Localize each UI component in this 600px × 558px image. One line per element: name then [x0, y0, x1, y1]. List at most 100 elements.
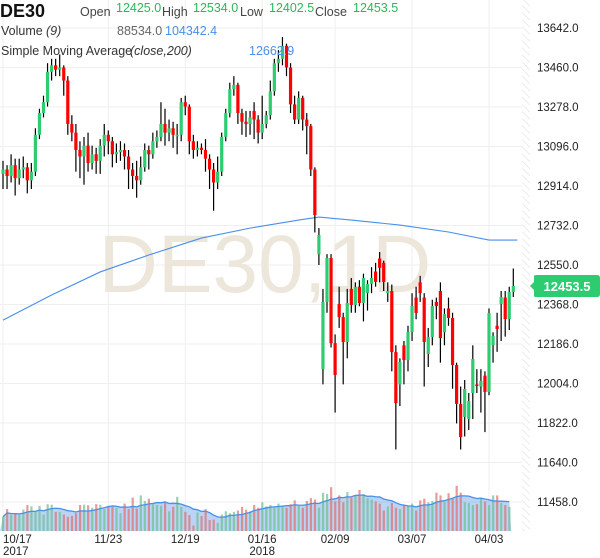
volume-bar: [34, 511, 37, 531]
candle-body: [507, 291, 511, 320]
candle-body: [382, 262, 386, 282]
candle: [195, 141, 199, 157]
candle: [78, 141, 82, 179]
candle: [507, 286, 511, 331]
candle-body: [62, 67, 66, 81]
volume-bar: [58, 511, 61, 531]
candle: [390, 284, 394, 372]
candle-body: [159, 123, 163, 137]
candle: [33, 128, 37, 177]
volume-bar: [38, 505, 41, 531]
candle-body: [305, 119, 309, 127]
volume-bar: [184, 511, 187, 531]
candle: [45, 63, 50, 107]
candle: [459, 386, 463, 450]
candle: [455, 362, 459, 424]
candle: [66, 76, 70, 135]
price-axis[interactable]: 13642.0 13460.0 13278.0 13096.0 12914.0 12732…: [537, 23, 579, 509]
candle: [50, 58, 54, 81]
candle-body: [240, 113, 244, 122]
candle-body: [118, 149, 123, 153]
candle-body: [29, 171, 33, 181]
volume-bar: [504, 505, 507, 531]
candle-body: [74, 132, 78, 150]
y-tick-label: 12732.0: [537, 221, 579, 233]
candle-body: [374, 271, 378, 282]
candle-body: [483, 375, 487, 392]
volume-bar: [164, 501, 167, 531]
candle: [369, 267, 374, 294]
volume-bar: [398, 509, 402, 531]
last-price-badge-shape: [530, 274, 600, 297]
symbol-title: DE30: [0, 1, 46, 21]
volume-bar: [447, 493, 450, 531]
candle-body: [418, 282, 422, 293]
volume-bar: [496, 495, 499, 531]
volume-bar: [394, 507, 398, 531]
candle: [114, 143, 118, 163]
candle-body: [463, 388, 467, 417]
candle-body: [126, 156, 131, 170]
candle-body: [151, 141, 155, 155]
candle-body: [13, 165, 17, 179]
candle: [430, 299, 434, 346]
candle: [143, 143, 147, 172]
volume-bar: [46, 504, 49, 531]
candle: [353, 282, 357, 313]
candle-body: [317, 235, 321, 255]
candle-body: [195, 147, 199, 150]
x-tick-label: 02/09: [321, 534, 350, 546]
candle-body: [191, 141, 195, 150]
candle: [325, 254, 329, 313]
y-tick-label: 11822.0: [537, 418, 578, 430]
volume-bar: [492, 495, 495, 531]
candle: [426, 327, 430, 368]
candle: [244, 110, 248, 137]
volume-bar: [135, 508, 138, 531]
volume-bar: [204, 509, 207, 531]
candle: [256, 115, 260, 144]
candle: [475, 369, 479, 394]
volume-bar: [257, 507, 260, 531]
candle-body: [369, 278, 374, 284]
candle-body: [297, 97, 301, 120]
candle: [422, 293, 426, 387]
volume-bar: [261, 502, 264, 531]
volume-bar: [147, 498, 150, 531]
volume-bar: [50, 504, 53, 531]
volume-bar: [240, 506, 244, 531]
candle: [126, 149, 131, 190]
volume-bar: [22, 509, 25, 531]
candle: [9, 154, 13, 183]
volume-bar: [253, 505, 256, 531]
candle-body: [33, 134, 37, 172]
volume-bar: [338, 495, 341, 531]
volume-bar: [66, 516, 69, 531]
volume-bar: [78, 505, 82, 531]
volume-bar: [208, 520, 211, 531]
candle: [54, 58, 58, 77]
candle: [499, 291, 503, 341]
candle: [503, 291, 507, 337]
candle: [13, 158, 17, 196]
candle: [272, 58, 276, 96]
x-year-label: 2017: [3, 546, 29, 558]
volume-bar: [143, 500, 146, 531]
candle: [487, 308, 491, 396]
volume-bar: [362, 494, 365, 531]
volume-bar: [451, 498, 454, 531]
candle: [163, 108, 167, 146]
volume-ma-line: [2, 494, 510, 518]
y-tick-label: 13278.0: [537, 102, 579, 114]
volume-bar: [500, 503, 503, 531]
candle: [511, 268, 515, 298]
candle: [349, 278, 353, 313]
volume-bar: [220, 514, 223, 531]
candle: [491, 332, 495, 363]
volume-value: 88534.0: [117, 24, 163, 38]
candle: [394, 345, 398, 450]
candle: [102, 123, 106, 157]
candle: [25, 162, 29, 194]
